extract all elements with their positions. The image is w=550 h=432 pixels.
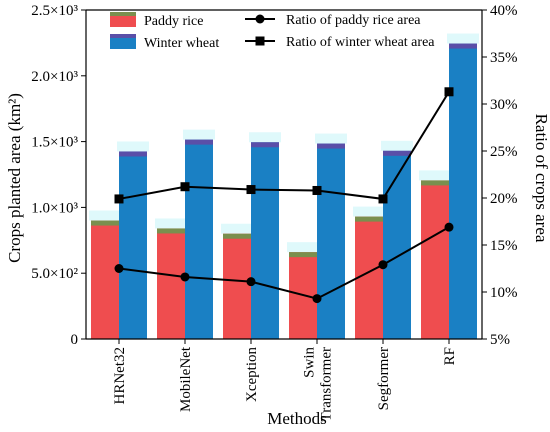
legend-swatch-cap-paddy-rice [110, 12, 136, 16]
y-left-tick-label: 1.0×10³ [31, 200, 78, 216]
bar-winter-wheat [383, 150, 411, 339]
x-category-label: Transformer [319, 347, 335, 421]
y-right-tick-label: 15% [490, 238, 518, 254]
y-right-tick-label: 30% [490, 97, 518, 113]
x-category-label: MobileNet [178, 346, 194, 412]
x-category-label: Swin [302, 347, 318, 378]
bar-cap-paddy-rice [157, 228, 185, 234]
marker-ratio-of-paddy-rice-area [180, 272, 190, 282]
marker-ratio-of-paddy-rice-area [246, 277, 256, 287]
legend-marker-ratio-of-winter-wheat-area [255, 36, 265, 46]
line-ratio-of-winter-wheat-area [118, 91, 450, 201]
bar-paddy-rice [91, 220, 119, 339]
marker-ratio-of-winter-wheat-area [312, 185, 322, 195]
x-category-label: Segformer [376, 347, 392, 410]
bar-cap-winter-wheat [185, 139, 213, 145]
bar-highlight-paddy-rice [221, 223, 253, 234]
y-left-tick-label: 1.5×10³ [31, 135, 78, 151]
line-ratio-of-paddy-rice-area [118, 226, 450, 300]
bar-paddy-rice [421, 180, 449, 339]
bars [89, 33, 479, 340]
bar-winter-wheat [251, 142, 279, 339]
marker-ratio-of-paddy-rice-area [312, 294, 322, 304]
bar-highlight-winter-wheat [183, 129, 215, 140]
bar-highlight-winter-wheat [117, 141, 149, 152]
bar-cap-winter-wheat [119, 151, 147, 157]
marker-ratio-of-winter-wheat-area [180, 182, 190, 192]
bar-cap-winter-wheat [449, 43, 477, 49]
bar-cap-paddy-rice [91, 220, 119, 226]
bar-paddy-rice [223, 233, 251, 339]
x-axis-title: Methods [267, 409, 327, 428]
bar-cap-paddy-rice [421, 180, 449, 186]
bar-cap-paddy-rice [355, 216, 383, 222]
legend-label-ratio-of-winter-wheat-area: Ratio of winter wheat area [286, 35, 435, 50]
bar-cap-paddy-rice [289, 252, 317, 258]
legend-label-ratio-of-paddy-rice-area: Ratio of paddy rice area [286, 13, 421, 28]
bar-cap-paddy-rice [223, 233, 251, 239]
bar-highlight-winter-wheat [249, 132, 281, 143]
bar-highlight-paddy-rice [89, 210, 121, 221]
y-left-tick-label: 5.0×10² [31, 266, 78, 282]
legend: Paddy rice Winter wheat Ratio of paddy ric… [110, 12, 435, 51]
y-right-tick-label: 10% [490, 285, 518, 301]
bar-winter-wheat [449, 43, 477, 340]
marker-ratio-of-winter-wheat-area [246, 185, 256, 195]
marker-ratio-of-paddy-rice-area [378, 260, 388, 270]
bar-highlight-paddy-rice [353, 206, 385, 217]
x-category-label: RF [442, 347, 458, 365]
bar-paddy-rice [157, 228, 185, 339]
y-right-tick-label: 40% [490, 3, 518, 19]
y-left-tick-label: 2.5×10³ [31, 3, 78, 19]
marker-ratio-of-winter-wheat-area [114, 194, 124, 204]
bar-highlight-winter-wheat [447, 33, 479, 44]
y-right-tick-label: 5% [490, 332, 510, 348]
bar-highlight-paddy-rice [419, 170, 451, 181]
bar-winter-wheat [119, 151, 147, 339]
y-left-tick-label: 2.0×10³ [31, 69, 78, 85]
marker-ratio-of-winter-wheat-area [378, 194, 388, 204]
legend-label-paddy-rice: Paddy rice [144, 14, 203, 29]
bar-highlight-winter-wheat [381, 140, 413, 151]
x-category-label: Xception [244, 347, 260, 402]
line-series [114, 87, 454, 304]
bar-cap-winter-wheat [317, 143, 345, 149]
bar-cap-winter-wheat [383, 150, 411, 156]
marker-ratio-of-paddy-rice-area [114, 264, 124, 273]
y-left-tick-label: 0 [71, 332, 79, 348]
bar-highlight-winter-wheat [315, 133, 347, 144]
y-axis-left-title: Crops planted area (km²) [5, 93, 24, 263]
y-right-tick-label: 35% [490, 50, 518, 66]
marker-ratio-of-paddy-rice-area [444, 222, 454, 232]
legend-swatch-cap-winter-wheat [110, 34, 136, 38]
bar-winter-wheat [317, 143, 345, 339]
bar-cap-winter-wheat [251, 142, 279, 148]
legend-label-winter-wheat: Winter wheat [144, 36, 219, 51]
x-category-label: HRNet32 [112, 347, 128, 405]
axes: 0 5.0×10² 1.0×10³ 1.5×10³ 2.0×10³ 2.5×10³ 5% 10… [31, 3, 517, 421]
y-right-tick-label: 25% [490, 144, 518, 160]
bar-highlight-paddy-rice [287, 242, 319, 253]
legend-marker-ratio-of-paddy-rice-area [255, 14, 265, 24]
y-axis-right-title: Ratio of crops area [532, 114, 550, 243]
y-right-tick-label: 20% [490, 191, 518, 207]
bar-highlight-paddy-rice [155, 218, 187, 229]
marker-ratio-of-winter-wheat-area [444, 87, 454, 97]
bar-winter-wheat [185, 139, 213, 339]
